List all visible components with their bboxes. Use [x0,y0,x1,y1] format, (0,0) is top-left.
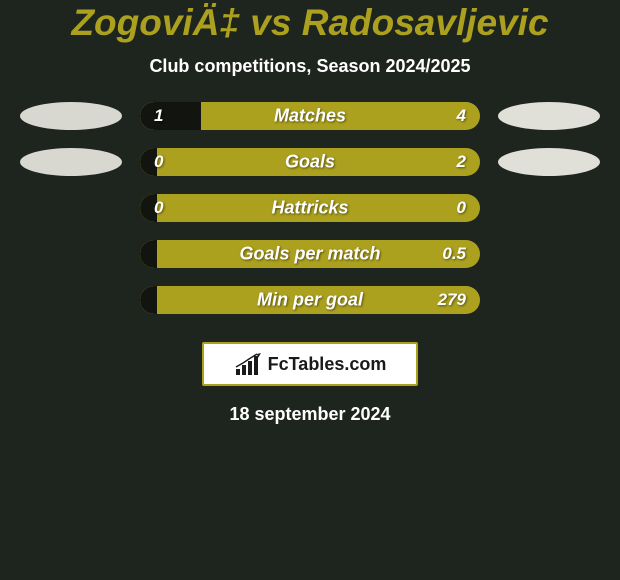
stat-right-value: 0.5 [442,244,466,264]
stat-row: Min per goal 279 [0,286,620,314]
player2-avatar [498,102,600,130]
stat-label: Goals [285,152,335,173]
page-title: ZogoviÄ‡ vs Radosavljevic [0,2,620,44]
stat-label: Goals per match [239,244,380,265]
player2-avatar [498,148,600,176]
avatar-spacer [20,194,122,222]
avatar-spacer [20,240,122,268]
stat-row: 0 Goals 2 [0,148,620,176]
snapshot-date: 18 september 2024 [0,404,620,425]
stat-bar: 0 Hattricks 0 [140,194,480,222]
stat-left-value: 0 [154,152,163,172]
stat-right-value: 2 [457,152,466,172]
stat-bar: Min per goal 279 [140,286,480,314]
source-badge-label: FcTables.com [268,354,387,375]
avatar-spacer [20,286,122,314]
avatar-spacer [498,240,600,268]
stat-label: Min per goal [257,290,363,311]
stat-bar: 0 Goals 2 [140,148,480,176]
stat-label: Hattricks [271,198,348,219]
stat-right-value: 0 [457,198,466,218]
player1-avatar [20,102,122,130]
stat-row: Goals per match 0.5 [0,240,620,268]
stat-label: Matches [274,106,346,127]
page-subtitle: Club competitions, Season 2024/2025 [0,56,620,77]
avatar-spacer [498,286,600,314]
stat-bar: Goals per match 0.5 [140,240,480,268]
stat-row: 1 Matches 4 [0,102,620,130]
stat-right-value: 279 [438,290,466,310]
stat-bar-fill [140,286,157,314]
stat-left-value: 0 [154,198,163,218]
stat-right-value: 4 [457,106,466,126]
stat-left-value: 1 [154,106,163,126]
bar-chart-icon [234,353,262,375]
stat-bar-fill [140,240,157,268]
source-badge[interactable]: FcTables.com [202,342,418,386]
stat-row: 0 Hattricks 0 [0,194,620,222]
stat-bar-fill [140,102,201,130]
avatar-spacer [498,194,600,222]
player1-avatar [20,148,122,176]
stat-bar: 1 Matches 4 [140,102,480,130]
